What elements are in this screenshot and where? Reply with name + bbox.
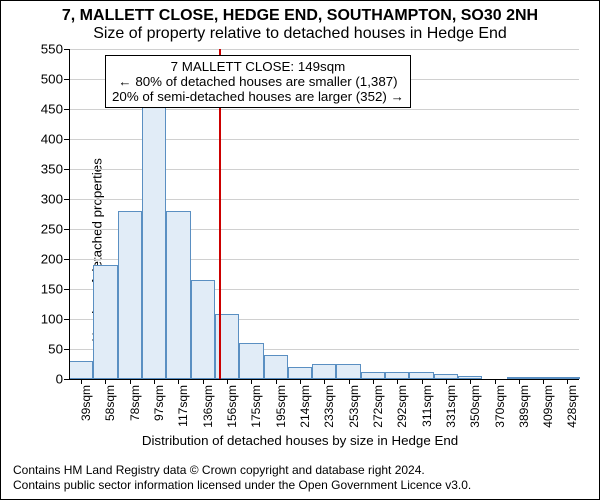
histogram-bar [118,211,142,379]
histogram-bar [336,364,360,379]
x-axis-label: Distribution of detached houses by size … [1,433,599,448]
histogram-bar [312,364,336,379]
histogram-bar [264,355,288,379]
histogram-bar [385,372,409,379]
histogram-bar [191,280,215,379]
histogram-bar [166,211,190,379]
plot-area: 05010015020025030035040045050055039sqm58… [69,49,579,379]
chart-title-line2: Size of property relative to detached ho… [1,25,599,43]
x-tick-label: 370sqm [493,385,507,428]
x-tick-label: 195sqm [274,385,288,428]
x-tick-label: 409sqm [541,385,555,428]
x-tick-label: 117sqm [176,385,190,427]
histogram-bar [361,372,385,379]
x-tick-label: 78sqm [128,385,142,421]
x-tick-label: 350sqm [468,385,482,428]
x-tick-label: 389sqm [517,385,531,428]
y-axis-line [69,49,70,379]
annotation-line1: 7 MALLETT CLOSE: 149sqm [112,59,404,74]
x-tick-label: 331sqm [444,385,458,428]
x-axis-line [69,379,579,380]
x-tick-label: 156sqm [225,385,239,428]
x-tick-label: 175sqm [249,385,263,428]
x-tick-label: 292sqm [395,385,409,428]
x-tick-label: 39sqm [79,385,93,421]
x-tick-label: 97sqm [152,385,166,421]
x-tick-label: 311sqm [420,385,434,427]
histogram-bar [409,372,433,379]
footer-line1: Contains HM Land Registry data © Crown c… [13,463,471,478]
histogram-bar [69,361,93,379]
figure-container: 7, MALLETT CLOSE, HEDGE END, SOUTHAMPTON… [0,0,600,500]
x-tick-label: 136sqm [201,385,215,428]
x-tick-label: 428sqm [565,385,579,428]
annotation-line3: 20% of semi-detached houses are larger (… [112,89,404,104]
gridline [69,49,579,50]
histogram-bar [239,343,263,379]
histogram-bar [142,106,166,379]
x-tick-label: 253sqm [347,385,361,428]
x-tick-label: 272sqm [371,385,385,428]
chart-title-line1: 7, MALLETT CLOSE, HEDGE END, SOUTHAMPTON… [1,7,599,25]
annotation-box: 7 MALLETT CLOSE: 149sqm ← 80% of detache… [105,55,411,108]
x-tick-label: 233sqm [322,385,336,428]
histogram-bar [93,265,117,379]
annotation-line2: ← 80% of detached houses are smaller (1,… [112,74,404,89]
footer-line2: Contains public sector information licen… [13,478,471,493]
histogram-bar [288,367,312,379]
x-tick-label: 214sqm [298,385,312,428]
attribution-footer: Contains HM Land Registry data © Crown c… [13,463,471,493]
x-tick-label: 58sqm [103,385,117,421]
